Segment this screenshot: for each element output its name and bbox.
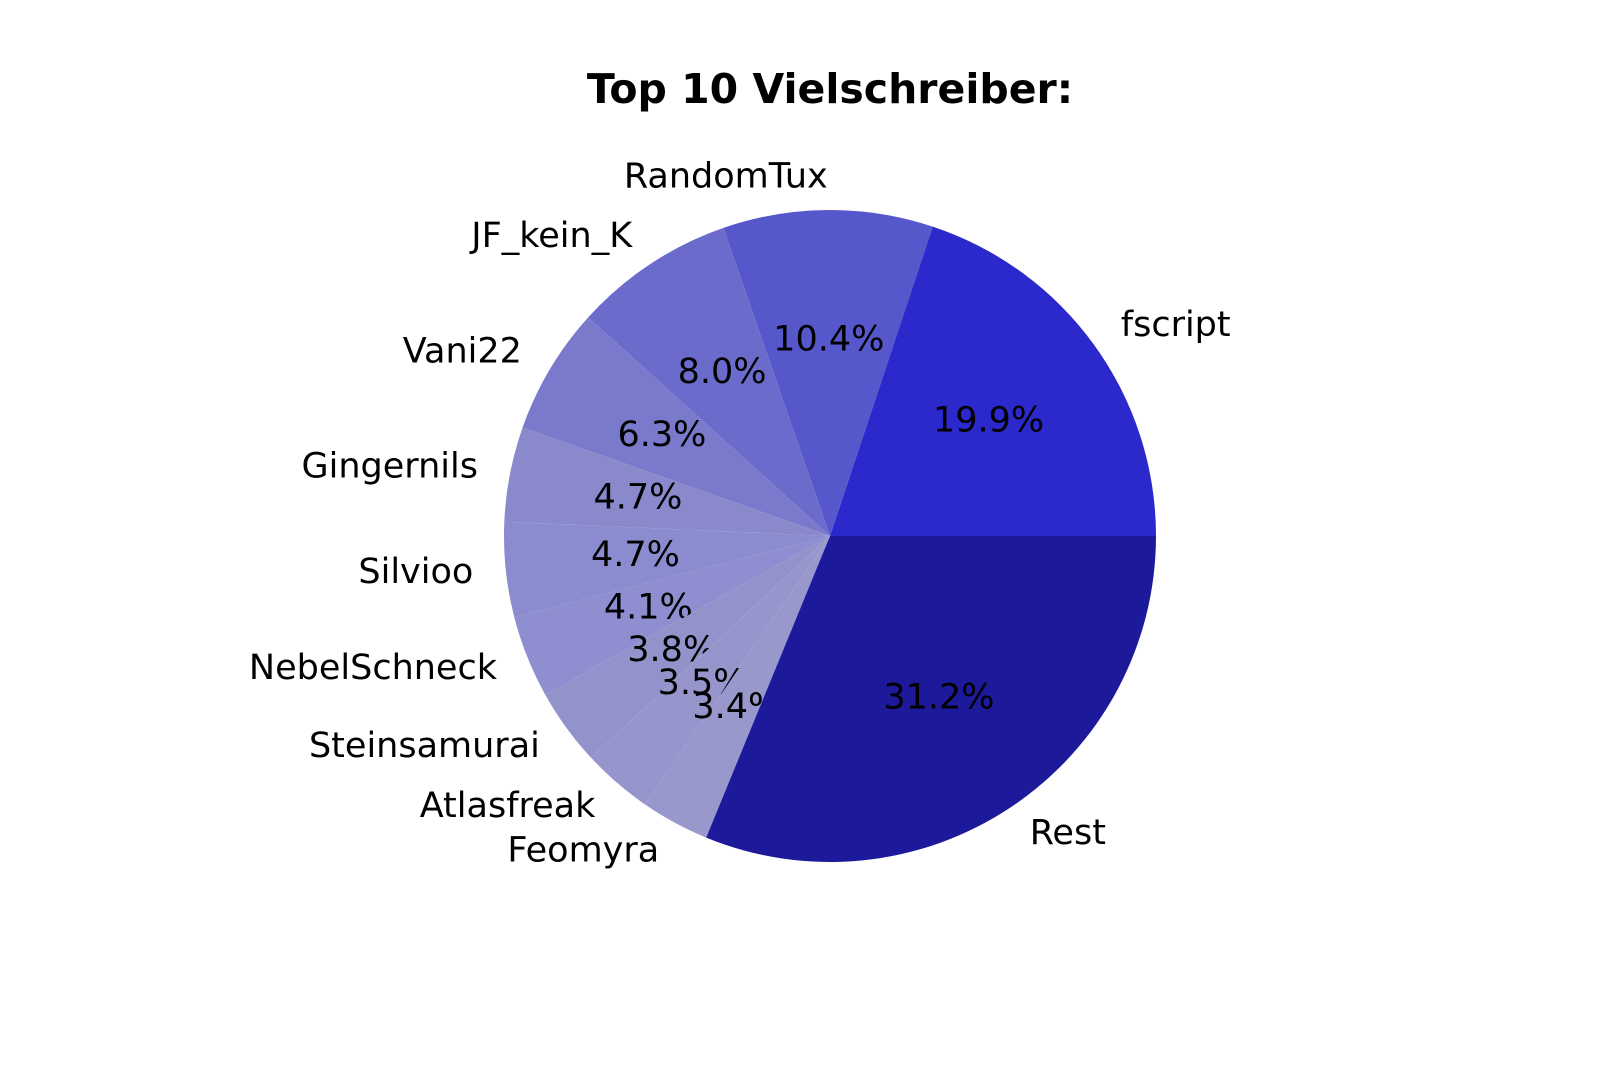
pie-slice	[588, 227, 830, 537]
value-label: 10.4%	[773, 319, 884, 359]
pie-slice	[504, 521, 830, 618]
value-label: 6.3%	[617, 415, 706, 455]
slice-label: Rest	[1030, 813, 1106, 853]
value-label: 19.9%	[933, 401, 1044, 441]
value-label: 31.2%	[883, 677, 994, 717]
pie-slice	[545, 536, 830, 758]
value-label: 4.7%	[594, 478, 683, 518]
slice-label: Feomyra	[507, 830, 659, 870]
slice-label: Silvioo	[358, 552, 473, 592]
slice-label: fscript	[1121, 305, 1231, 345]
pie-slice	[522, 317, 830, 536]
pie-slice	[706, 536, 1156, 863]
value-label: 8.0%	[678, 352, 767, 392]
pie-slice	[504, 427, 830, 536]
slice-label: Atlasfreak	[420, 786, 596, 826]
slice-label: Steinsamurai	[309, 726, 540, 766]
slice-label: Gingernils	[302, 447, 478, 487]
pie-slice	[645, 536, 830, 838]
pie-slice	[514, 536, 830, 695]
slice-label: Vani22	[403, 331, 522, 371]
chart-title: Top 10 Vielschreiber:	[587, 65, 1073, 113]
value-label: 4.7%	[591, 535, 680, 575]
pie-slice	[590, 536, 830, 805]
slice-label: RandomTux	[624, 156, 828, 196]
slice-label: NebelSchneck	[249, 648, 498, 688]
pie-slice	[723, 210, 933, 536]
slice-label: JF_kein_K	[469, 216, 633, 256]
pie-slice	[830, 226, 1156, 536]
